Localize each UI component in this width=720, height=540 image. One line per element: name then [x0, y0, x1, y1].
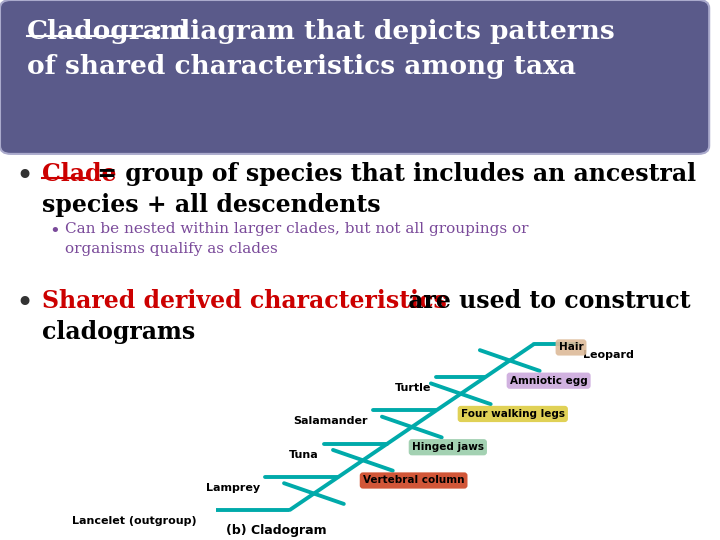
- Text: •: •: [49, 222, 60, 240]
- Text: Turtle: Turtle: [395, 383, 431, 393]
- Text: organisms qualify as clades: organisms qualify as clades: [65, 242, 277, 256]
- Text: Tuna: Tuna: [289, 450, 319, 460]
- Text: Cladogram: Cladogram: [27, 19, 189, 44]
- Text: Amniotic egg: Amniotic egg: [510, 376, 588, 386]
- Text: Salamander: Salamander: [293, 416, 368, 427]
- Text: cladograms: cladograms: [42, 320, 195, 343]
- Text: Hair: Hair: [559, 342, 583, 353]
- Text: Shared derived characteristics: Shared derived characteristics: [42, 289, 446, 313]
- Text: (b) Cladogram: (b) Cladogram: [226, 524, 326, 537]
- Text: Clade: Clade: [42, 162, 116, 186]
- Text: Vertebral column: Vertebral column: [363, 476, 464, 485]
- Text: Hinged jaws: Hinged jaws: [412, 442, 484, 452]
- Text: Can be nested within larger clades, but not all groupings or: Can be nested within larger clades, but …: [65, 222, 528, 237]
- Text: •: •: [16, 289, 34, 318]
- Text: Four walking legs: Four walking legs: [461, 409, 564, 419]
- Text: •: •: [16, 162, 34, 191]
- Text: = group of species that includes an ancestral: = group of species that includes an ance…: [89, 162, 696, 186]
- Text: of shared characteristics among taxa: of shared characteristics among taxa: [27, 54, 577, 79]
- Text: species + all descendents: species + all descendents: [42, 193, 380, 217]
- Text: are used to construct: are used to construct: [400, 289, 690, 313]
- FancyBboxPatch shape: [0, 0, 709, 154]
- Text: Lancelet (outgroup): Lancelet (outgroup): [72, 516, 197, 526]
- Text: Leopard: Leopard: [583, 350, 634, 360]
- Text: : diagram that depicts patterns: : diagram that depicts patterns: [153, 19, 614, 44]
- Text: Lamprey: Lamprey: [206, 483, 260, 493]
